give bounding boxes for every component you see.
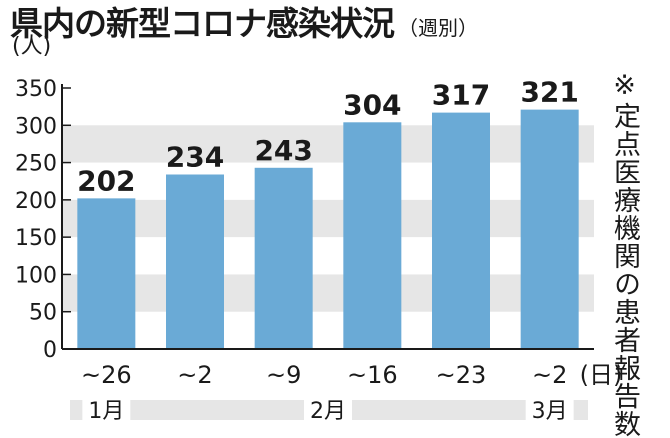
month-label-bg [82,399,131,421]
data-label: 304 [343,88,401,121]
y-tick-label: 250 [15,152,57,177]
data-label: 234 [166,141,224,174]
month-label-bg [525,399,574,421]
data-label: 317 [432,79,490,112]
x-tick-label: ~26 [81,361,132,389]
month-label: 2月 [310,399,346,424]
x-axis-unit-label: (日) [580,361,623,389]
bar [254,167,313,349]
data-label: 202 [77,164,135,197]
chart-title: 県内の新型コロナ感染状況 （週別） [10,4,478,48]
x-axis: ~26 ~2 ~9 ~16 ~23 ~2 (日) [62,348,623,389]
x-tick-label: ~2 [177,361,212,389]
x-tick-label: ~23 [436,361,487,389]
footnote: ※定点医療機関の患者報告数 [609,70,640,438]
month-label: 1月 [88,399,124,424]
grid-band [62,274,594,312]
bar [77,198,136,349]
background-bands [62,125,594,312]
y-tick-label: 350 [15,77,57,102]
y-tick-label: 0 [43,338,57,363]
y-tick-label: 200 [15,189,57,214]
bar [343,122,402,349]
bar [166,174,224,349]
x-tick-label: ~9 [266,361,301,389]
y-tick-label: 150 [15,226,57,251]
month-row: 1月 2月 3月 [70,399,588,424]
month-label-bg [304,399,352,421]
data-label: 243 [254,134,312,167]
grid-band [62,199,594,238]
y-tick-label: 50 [29,301,57,326]
y-tick-label: 300 [15,114,57,139]
bar [432,112,490,349]
y-tick-label: 100 [15,263,57,288]
grid-band [62,125,594,163]
month-label: 3月 [532,399,568,424]
y-axis: 0 50 100 150 200 250 300 350 [15,77,71,363]
bar [520,109,579,349]
y-axis-unit-label: (人) [12,34,52,59]
x-tick-label: ~2 [532,361,567,389]
x-tick-label: ~16 [347,361,398,389]
chart-subtitle: （週別） [398,16,478,40]
bars: 202 234 243 304 317 321 [77,76,579,349]
chart-title-text: 県内の新型コロナ感染状況 [10,4,395,43]
data-label: 321 [520,76,578,109]
